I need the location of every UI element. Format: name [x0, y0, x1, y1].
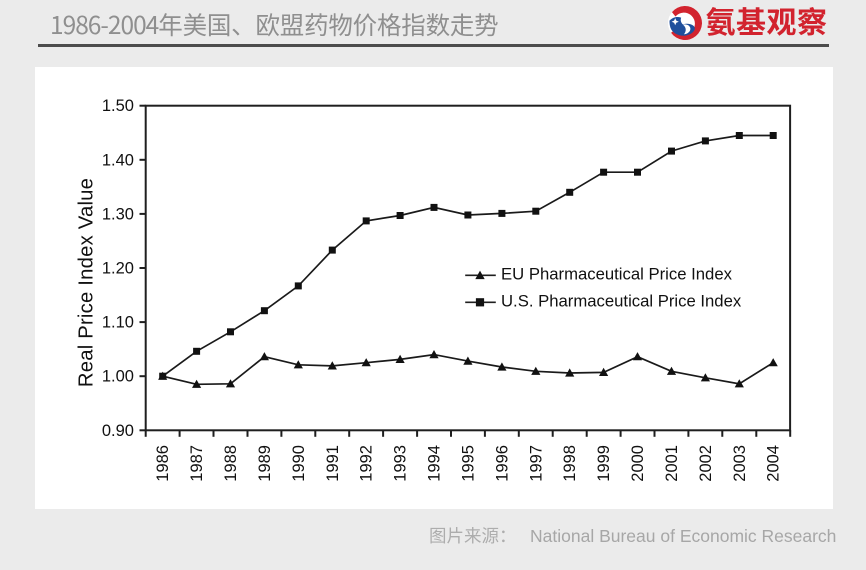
svg-text:1992: 1992 — [358, 445, 376, 482]
svg-text:2001: 2001 — [663, 445, 681, 482]
svg-text:1.20: 1.20 — [102, 260, 134, 278]
svg-text:1986: 1986 — [154, 445, 172, 482]
svg-text:1999: 1999 — [595, 445, 613, 482]
svg-text:1.00: 1.00 — [102, 368, 134, 386]
svg-text:1.50: 1.50 — [102, 97, 134, 115]
svg-text:2002: 2002 — [697, 445, 715, 482]
svg-text:2000: 2000 — [629, 445, 647, 482]
svg-text:1997: 1997 — [527, 445, 545, 482]
svg-text:1.30: 1.30 — [102, 205, 134, 223]
svg-text:1993: 1993 — [392, 445, 410, 482]
svg-text:2004: 2004 — [765, 445, 783, 482]
svg-text:2003: 2003 — [731, 445, 749, 482]
svg-text:1990: 1990 — [290, 445, 308, 482]
svg-text:U.S. Pharmaceutical Price Inde: U.S. Pharmaceutical Price Index — [501, 292, 742, 311]
svg-text:1991: 1991 — [324, 445, 342, 482]
svg-text:1994: 1994 — [426, 445, 444, 482]
svg-text:1.10: 1.10 — [102, 314, 134, 332]
svg-text:1988: 1988 — [222, 445, 240, 482]
svg-text:1996: 1996 — [493, 445, 511, 482]
svg-text:1998: 1998 — [561, 445, 579, 482]
svg-text:EU Pharmaceutical Price Index: EU Pharmaceutical Price Index — [501, 265, 733, 284]
svg-text:1995: 1995 — [459, 445, 477, 482]
svg-text:0.90: 0.90 — [102, 422, 134, 440]
svg-text:Real Price Index Value: Real Price Index Value — [76, 178, 98, 387]
svg-text:1.40: 1.40 — [102, 151, 134, 169]
svg-text:1987: 1987 — [188, 445, 206, 482]
svg-text:1989: 1989 — [256, 445, 274, 482]
